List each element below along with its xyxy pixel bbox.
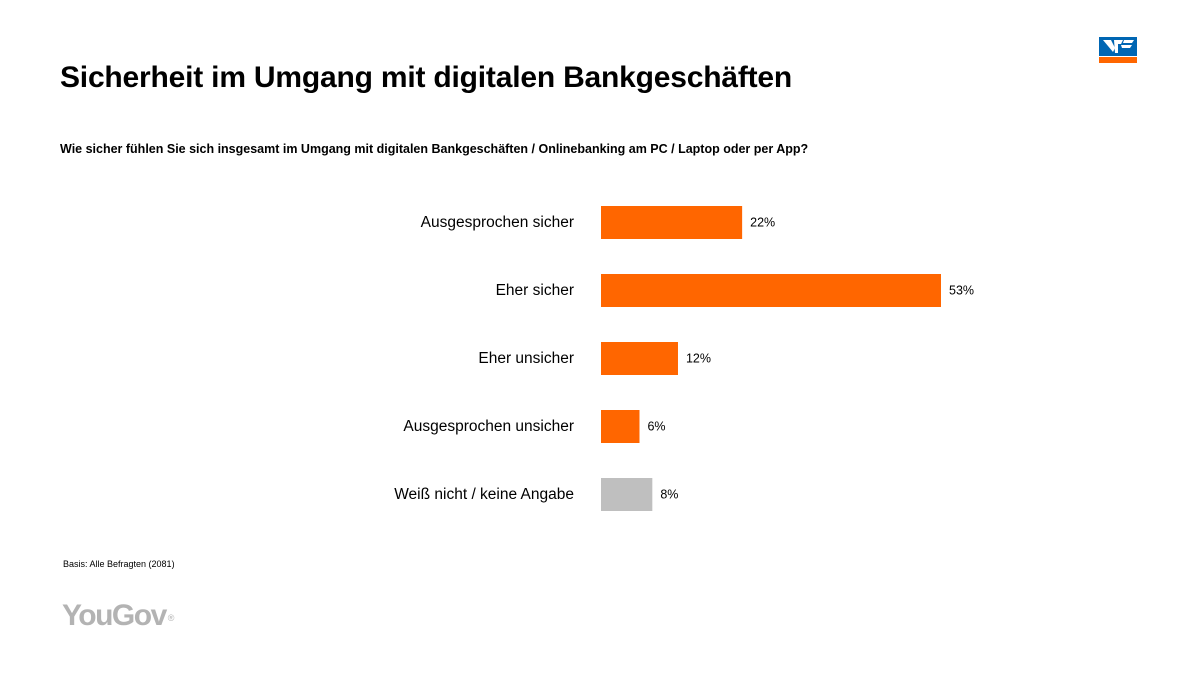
yougov-logo: YouGov ®: [62, 598, 175, 634]
bar-chart: Ausgesprochen sicher 22% Eher sicher 53% Ehe…: [394, 206, 974, 511]
bar-1: [601, 206, 743, 239]
bar-2: [601, 274, 941, 307]
value-label: 8%: [660, 488, 678, 502]
category-label: Weiß nicht / keine Angabe: [394, 486, 574, 503]
registered-mark: ®: [167, 613, 175, 623]
category-label: Ausgesprochen sicher: [421, 214, 574, 231]
value-label: 22%: [750, 216, 775, 230]
bar-3: [601, 342, 678, 375]
yougov-logo-text: YouGov: [62, 599, 167, 632]
bar-5: [601, 478, 653, 511]
volksbank-logo-icon: [1099, 37, 1137, 63]
category-label: Ausgesprochen unsicher: [403, 418, 574, 435]
base-footnote: Basis: Alle Befragten (2081): [63, 559, 175, 569]
page-title: Sicherheit im Umgang mit digitalen Bankg…: [60, 61, 793, 94]
value-label: 53%: [949, 284, 974, 298]
category-label: Eher sicher: [496, 282, 574, 299]
value-label: 6%: [647, 420, 665, 434]
survey-question: Wie sicher fühlen Sie sich insgesamt im …: [60, 142, 809, 156]
category-label: Eher unsicher: [478, 350, 574, 367]
value-label: 12%: [686, 352, 711, 366]
bar-4: [601, 410, 640, 443]
